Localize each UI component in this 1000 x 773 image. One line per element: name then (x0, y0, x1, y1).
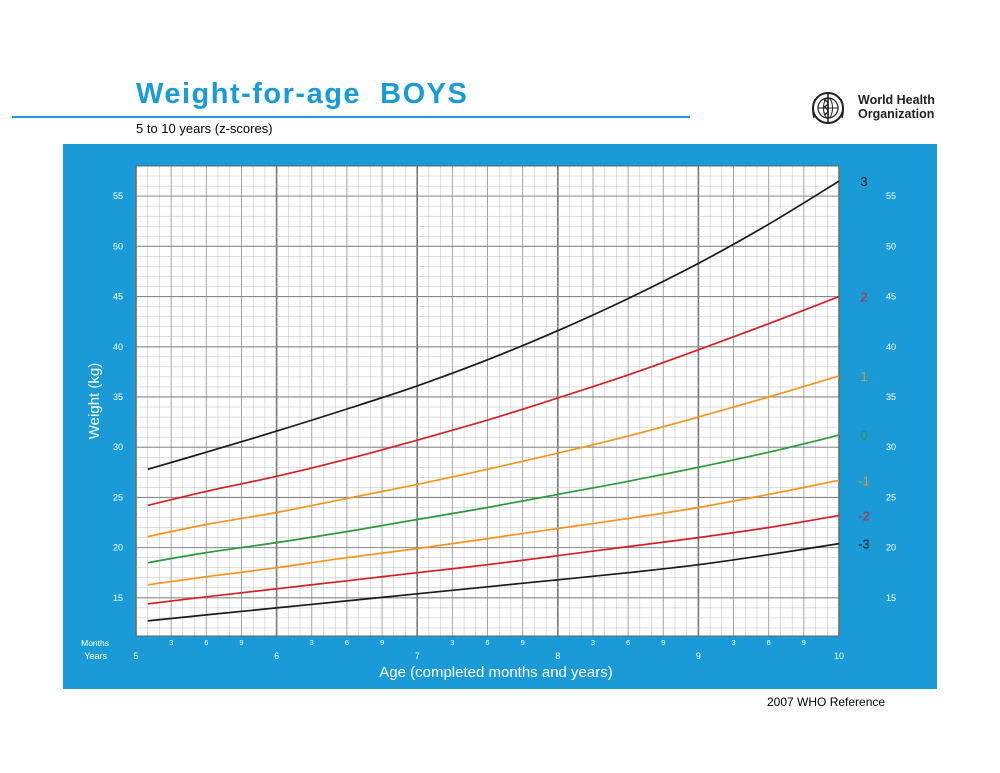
y-tick-label-left: 20 (113, 543, 123, 553)
y-tick-label-left: 45 (113, 292, 123, 302)
y-tick-label-right: 15 (886, 593, 896, 603)
series-line-z1 (147, 375, 840, 538)
x-tick-label-month: 9 (521, 638, 525, 647)
x-tick-label-year: 6 (274, 651, 279, 661)
y-tick-label-left: 30 (113, 442, 123, 452)
x-tick-label-month: 9 (661, 638, 665, 647)
x-tick-label-month: 6 (626, 638, 630, 647)
y-tick-label-left: 35 (113, 392, 123, 402)
series-line-z3 (147, 180, 840, 471)
x-tick-label-year: 9 (696, 651, 701, 661)
x-tick-label-month: 6 (345, 638, 349, 647)
series-line-z-3 (147, 542, 840, 622)
x-tick-label-year: 8 (555, 651, 560, 661)
plot-border (135, 165, 840, 637)
y-tick-label-right: 35 (886, 392, 896, 402)
y-tick-label-left: 40 (113, 342, 123, 352)
y-tick-label-right: 45 (886, 292, 896, 302)
x-tick-label-month: 3 (310, 638, 314, 647)
title-divider (12, 116, 690, 118)
y-tick-label-right: 30 (886, 442, 896, 452)
y-tick-label-left: 55 (113, 191, 123, 201)
y-tick-label-right: 20 (886, 543, 896, 553)
y-tick-label-left: 50 (113, 241, 123, 251)
x-tick-label-month: 3 (731, 638, 735, 647)
x-tick-label-year: 5 (133, 651, 138, 661)
series-label-z-3: -3 (858, 537, 870, 552)
who-emblem-icon (812, 92, 844, 124)
x-months-caption: Months (81, 638, 109, 648)
x-axis-label: Age (completed months and years) (379, 664, 612, 681)
x-tick-label-month: 3 (169, 638, 173, 647)
x-tick-label-month: 9 (380, 638, 384, 647)
series-line-z0 (147, 434, 840, 564)
x-tick-label-month: 6 (485, 638, 489, 647)
x-tick-label-year: 7 (415, 651, 420, 661)
x-years-caption: Years (84, 651, 107, 661)
x-tick-label-month: 9 (802, 638, 806, 647)
x-tick-label-month: 6 (204, 638, 208, 647)
series-label-z-2: -2 (858, 508, 870, 523)
y-tick-label-left: 25 (113, 492, 123, 502)
x-tick-label-month: 3 (450, 638, 454, 647)
x-tick-label-month: 3 (591, 638, 595, 647)
page-title: Weight-for-age BOYS (136, 78, 469, 110)
reference-note: 2007 WHO Reference (767, 695, 886, 709)
chart-panel: 15 15 20 20 25 25 30 30 35 35 40 40 45 45 50 50 55 55 5 6 7 8… (63, 144, 937, 689)
series-line-z2 (147, 295, 840, 507)
y-tick-label-right: 40 (886, 342, 896, 352)
org-name: World Health Organization (858, 93, 935, 121)
series-label-z1: 1 (860, 369, 867, 384)
series-line-z-1 (147, 479, 840, 586)
y-tick-label-right: 25 (886, 492, 896, 502)
series-label-z2: 2 (860, 290, 867, 305)
page-subtitle: 5 to 10 years (z-scores) (136, 121, 273, 136)
chart-grid (135, 165, 840, 637)
x-tick-label-year: 10 (834, 651, 844, 661)
y-tick-label-right: 50 (886, 241, 896, 251)
series-line-z-2 (147, 514, 840, 605)
series-label-z0: 0 (860, 428, 867, 443)
org-name-line1: World Health (858, 93, 935, 107)
chart-series (147, 180, 840, 622)
y-tick-label-left: 15 (113, 593, 123, 603)
org-name-line2: Organization (858, 107, 935, 121)
x-tick-label-month: 9 (239, 638, 243, 647)
y-tick-label-right: 55 (886, 191, 896, 201)
x-tick-label-month: 6 (767, 638, 771, 647)
y-axis-label: Weight (kg) (86, 363, 103, 439)
series-label-z3: 3 (860, 174, 867, 189)
series-label-z-1: -1 (858, 473, 870, 488)
